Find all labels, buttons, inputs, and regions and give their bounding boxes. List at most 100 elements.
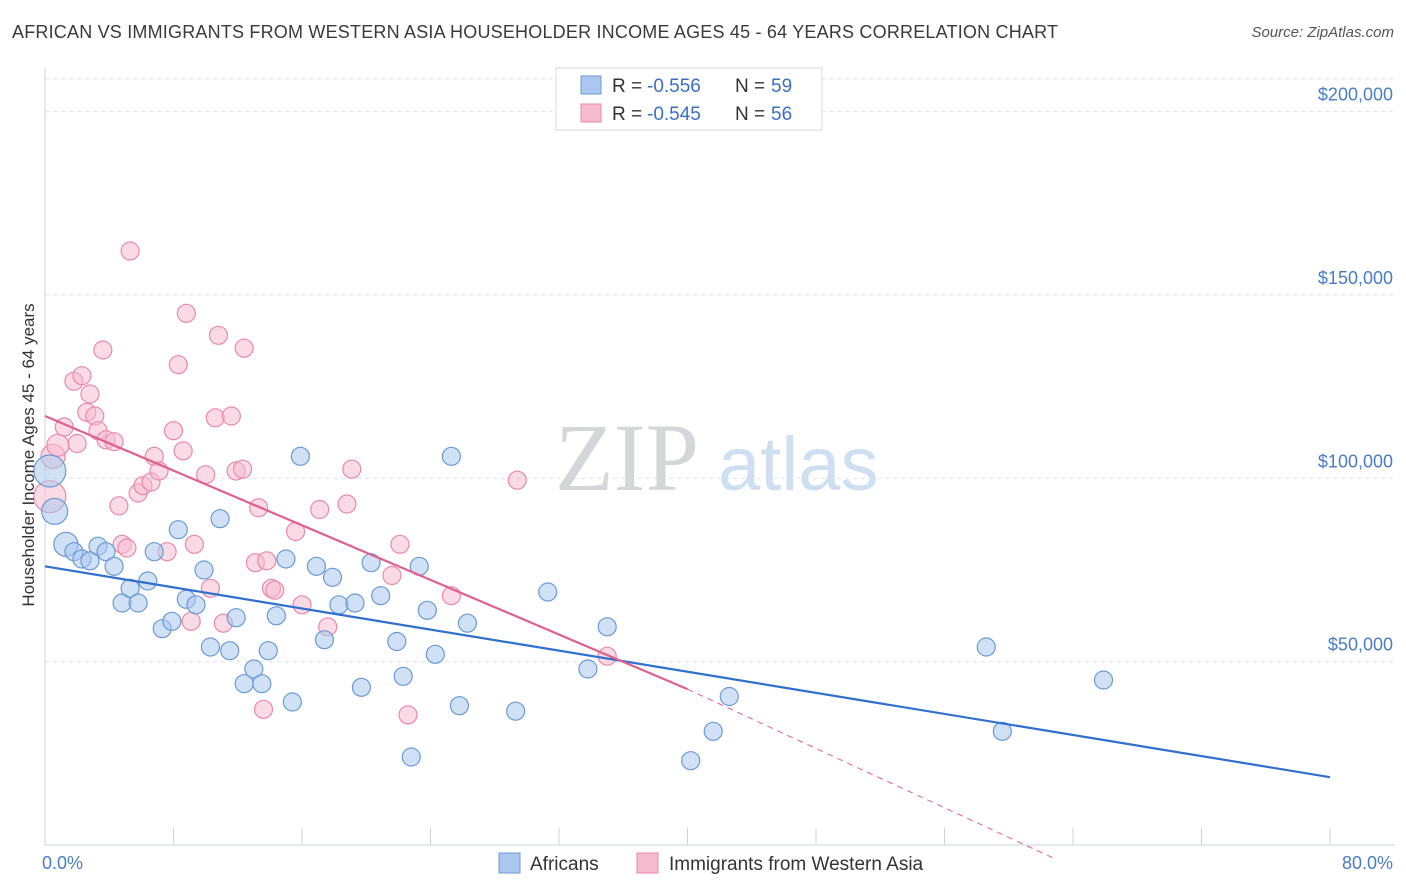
africans-point — [290, 446, 310, 466]
legend-africans-n-label: N = — [735, 76, 765, 97]
series-africans-points — [33, 446, 1114, 771]
legend-africans-r-label: R = — [612, 76, 642, 97]
legend-wasia-swatch — [580, 103, 602, 123]
africans-point — [703, 721, 723, 741]
wasia-point — [310, 499, 330, 520]
bottom-legend-africans-swatch — [498, 852, 521, 874]
wasia-point — [234, 338, 254, 358]
africans-point — [306, 556, 327, 576]
wasia-point — [257, 551, 277, 571]
africans-point — [538, 582, 558, 602]
legend-wasia-n-label: N = — [735, 104, 765, 125]
chart-title: AFRICAN VS IMMIGRANTS FROM WESTERN ASIA … — [12, 22, 1059, 42]
legend-wasia-n-value: 56 — [771, 104, 792, 125]
africans-point — [449, 696, 470, 716]
africans-point — [417, 600, 437, 620]
africans-point — [128, 593, 148, 613]
africans-point — [252, 674, 272, 694]
africans-point — [41, 497, 69, 525]
wasia-point — [176, 303, 196, 323]
africans-point — [144, 542, 164, 562]
wasia-point — [382, 565, 402, 586]
watermark-zip: ZIP — [555, 404, 699, 511]
africans-point — [96, 542, 116, 562]
wasia-point — [292, 595, 312, 615]
africans-point — [425, 644, 445, 664]
legend-wasia-r-value: -0.545 — [647, 104, 701, 125]
wasia-point — [253, 699, 274, 719]
wasia-point — [72, 366, 92, 386]
africans-point — [138, 571, 158, 591]
africans-point — [276, 549, 296, 569]
legend-africans-swatch — [580, 75, 602, 95]
wasia-point — [184, 534, 204, 554]
africans-point — [200, 637, 221, 657]
y-axis-label: Householder Income Ages 45 - 64 years — [19, 303, 38, 606]
africans-point — [33, 454, 67, 488]
wasia-point — [120, 241, 140, 261]
africans-point — [162, 611, 182, 631]
africans-point — [80, 551, 100, 571]
africans-point — [210, 509, 230, 529]
wasia-point — [168, 355, 188, 375]
legend-africans-n-value: 59 — [771, 76, 792, 97]
source-credit: Source: ZipAtlas.com — [1251, 24, 1394, 41]
wasia-point — [46, 433, 70, 457]
africans-point — [976, 637, 996, 657]
axes — [44, 68, 1395, 846]
africans-point — [681, 751, 701, 771]
y-tick-label: $150,000 — [1318, 268, 1393, 288]
legend-africans-r-value: -0.556 — [647, 76, 701, 97]
wasia-point — [205, 408, 225, 428]
bottom-legend-africans-label: Africans — [530, 854, 599, 875]
bottom-legend-wasia-swatch — [636, 852, 659, 874]
wasia-point — [208, 325, 229, 345]
africans-point — [258, 641, 278, 661]
wasia-point — [93, 340, 113, 360]
africans-point — [387, 631, 407, 652]
wasia-point — [67, 433, 87, 454]
tick-labels: $50,000 $100,000 $150,000 $200,000 0.0% 80.0% — [42, 85, 1393, 873]
wasia-point — [221, 406, 241, 426]
africans-point — [104, 556, 124, 576]
bottom-legend-wasia-label: Immigrants from Western Asia — [669, 854, 924, 875]
trend-lines — [44, 414, 1331, 861]
africans-point — [506, 701, 526, 721]
wasia-point — [337, 494, 357, 514]
wasia-point — [109, 496, 129, 516]
africans-point — [226, 608, 246, 628]
africans-point — [244, 659, 264, 679]
africans-point — [441, 446, 461, 466]
africans-point — [220, 641, 240, 661]
wasia-point — [390, 534, 410, 554]
watermark: ZIP atlas — [555, 404, 879, 511]
x-tick-label-max: 80.0% — [1342, 853, 1393, 873]
africans-point — [719, 686, 739, 707]
africans-point — [282, 692, 302, 712]
africans-point — [168, 520, 188, 540]
series-wasia-points — [33, 241, 617, 725]
wasia-point — [181, 611, 201, 631]
africans-point — [322, 567, 343, 587]
wasia-point — [80, 384, 100, 404]
y-tick-label: $100,000 — [1318, 451, 1393, 471]
wasia-point — [507, 470, 527, 490]
wasia-point — [342, 459, 362, 479]
africans-point — [329, 595, 349, 615]
watermark-atlas: atlas — [718, 422, 879, 507]
grid-lines — [45, 78, 1395, 663]
legend-bottom: Africans Immigrants from Western Asia — [498, 852, 924, 875]
wasia-point — [232, 459, 253, 479]
africans-point — [345, 593, 365, 613]
africans-point — [371, 586, 391, 606]
africans-point — [1093, 670, 1114, 690]
y-tick-label: $200,000 — [1318, 85, 1393, 105]
wasia-point — [117, 538, 137, 558]
africans-point — [578, 659, 598, 679]
wasia-point — [173, 441, 193, 461]
legend-wasia-r-label: R = — [612, 104, 642, 125]
africans-point — [351, 677, 372, 697]
africans-point — [597, 617, 617, 637]
africans-point — [186, 595, 206, 615]
